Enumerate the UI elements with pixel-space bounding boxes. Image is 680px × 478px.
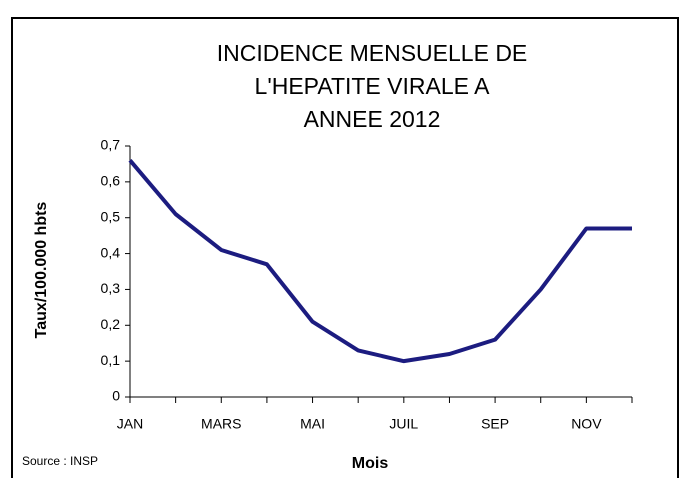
y-tick-label: 0,2 xyxy=(101,316,121,332)
y-tick-label: 0,7 xyxy=(101,137,121,153)
chart-title: ANNEE 2012 xyxy=(304,106,441,132)
y-tick-label: 0,3 xyxy=(101,280,121,296)
y-tick-label: 0,1 xyxy=(101,352,121,368)
y-tick-label: 0 xyxy=(112,388,120,404)
y-tick-label: 0,5 xyxy=(101,208,121,224)
x-tick-label: MAI xyxy=(300,416,325,432)
source: Source : INSP xyxy=(22,454,98,468)
x-tick-label: SEP xyxy=(481,416,509,432)
x-tick-label: MARS xyxy=(201,416,241,432)
x-tick-label: JUIL xyxy=(389,416,418,432)
data-line xyxy=(128,159,632,364)
y-tick-label: 0,6 xyxy=(101,173,121,189)
y-tick-label: 0,4 xyxy=(101,244,121,260)
x-tick-label: NOV xyxy=(571,416,602,432)
y-axis-title: Taux/100.000 hbts xyxy=(33,202,50,339)
x-tick-label: JAN xyxy=(117,416,143,432)
chart-title: L'HEPATITE VIRALE A xyxy=(255,73,491,99)
x-axis-title: Mois xyxy=(352,455,389,472)
chart-border xyxy=(11,17,679,478)
chart-title: INCIDENCE MENSUELLE DE xyxy=(217,40,528,66)
